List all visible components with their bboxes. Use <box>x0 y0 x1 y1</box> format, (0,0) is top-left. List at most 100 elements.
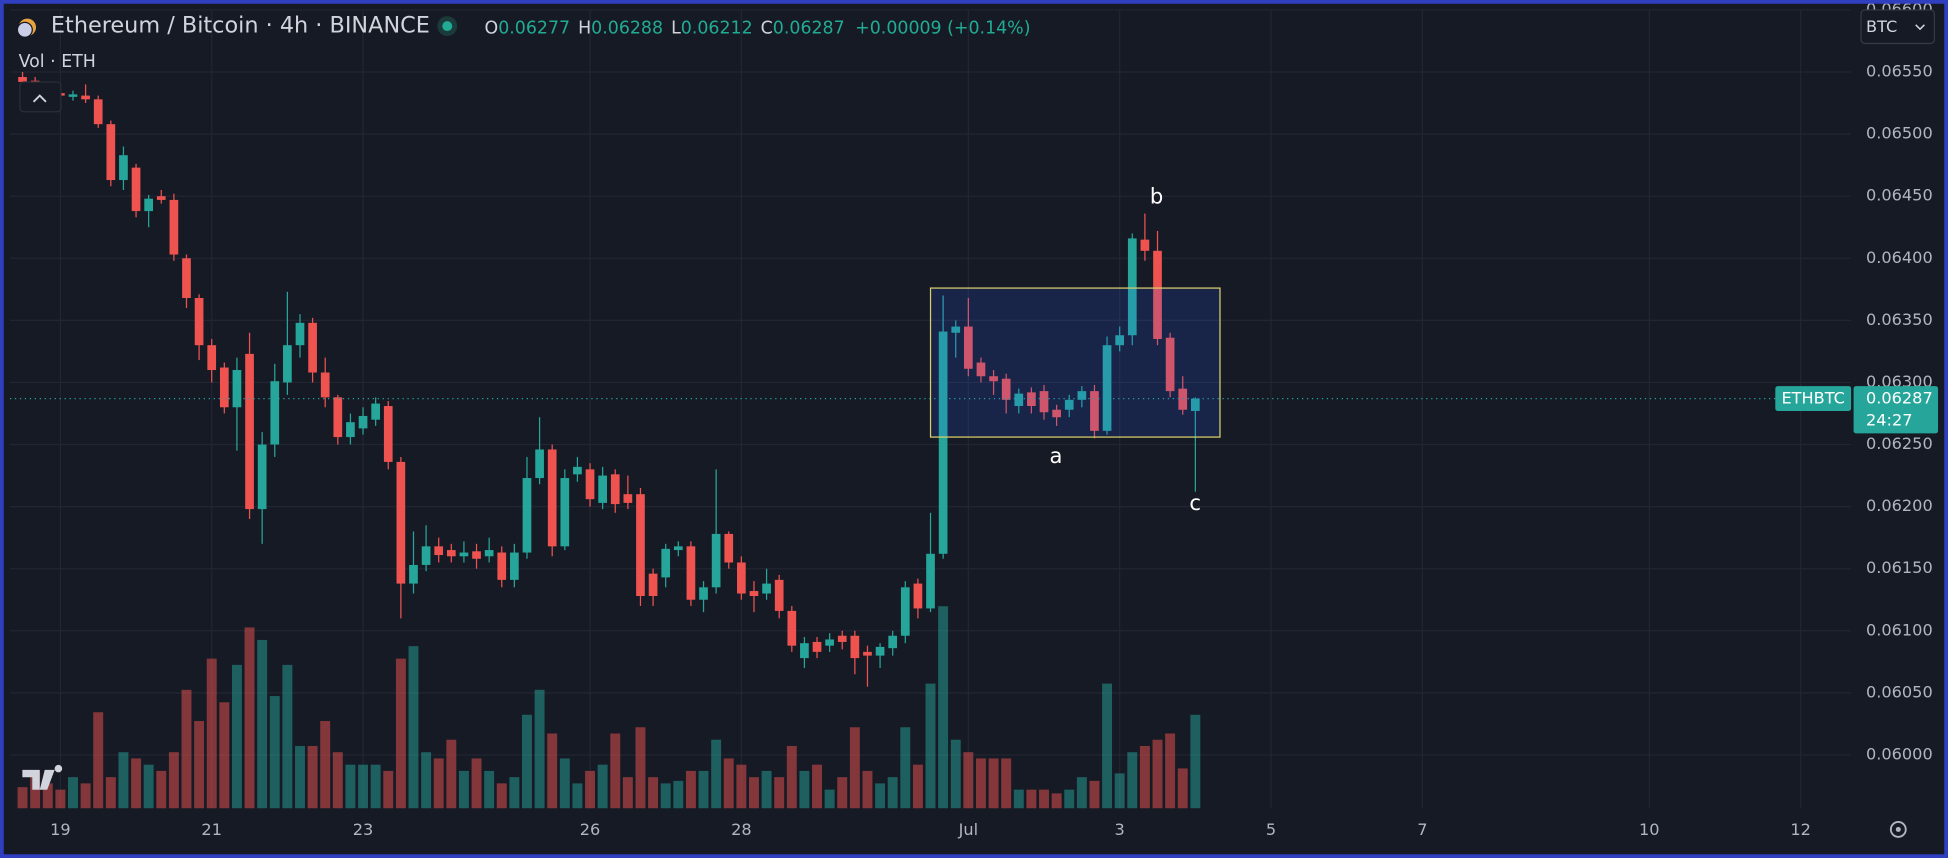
x-tick-label: 7 <box>1417 820 1427 839</box>
volume-bar <box>711 739 722 809</box>
volume-bar <box>824 789 835 809</box>
candle-body <box>800 643 809 659</box>
volume-bar <box>774 777 785 809</box>
x-tick-label: 5 <box>1266 820 1276 839</box>
y-tick-label: 0.06450 <box>1866 186 1933 205</box>
volume-bar <box>736 764 747 809</box>
candle-body <box>1077 391 1087 400</box>
candle-body <box>573 466 582 475</box>
candle-body <box>497 552 507 580</box>
volume-bar <box>1127 752 1138 809</box>
volume-bar <box>269 696 280 809</box>
volume-bar <box>358 764 369 809</box>
volume-bar <box>194 721 205 809</box>
candle-body <box>232 370 242 408</box>
candle-body <box>636 494 645 597</box>
rectangle-drawing[interactable] <box>929 287 1221 438</box>
volume-bar <box>332 752 343 809</box>
volume-bar <box>837 777 848 809</box>
candle-body <box>1165 337 1175 392</box>
y-tick-label: 0.06150 <box>1866 558 1933 577</box>
volume-bar <box>522 714 532 809</box>
x-tick-label: 10 <box>1639 820 1660 839</box>
candle-body <box>686 546 696 600</box>
volume-bar <box>156 770 167 809</box>
volume-bar <box>496 783 507 809</box>
volume-bar <box>93 712 104 809</box>
volume-bar <box>471 758 482 809</box>
candle-body <box>964 326 973 369</box>
candle-body <box>81 95 90 100</box>
symbol-title[interactable]: Ethereum / Bitcoin · 4h · BINANCE <box>51 13 430 39</box>
candle-body <box>1064 399 1074 410</box>
candle-body <box>459 552 469 557</box>
grid <box>9 9 1852 809</box>
currency-label: BTC <box>1866 17 1897 36</box>
volume-bar <box>547 733 558 809</box>
candle-body <box>333 397 343 438</box>
volume-bar <box>925 683 936 809</box>
candle-body <box>989 376 998 382</box>
volume-bar <box>534 689 545 809</box>
volume-bar <box>219 702 230 809</box>
x-tick-label: 12 <box>1790 820 1811 839</box>
candle-body <box>1102 345 1112 431</box>
volume-bar <box>383 770 394 809</box>
volume-bar <box>622 777 633 809</box>
volume-bar <box>206 658 217 809</box>
currency-dropdown[interactable] <box>1860 9 1935 45</box>
volume-bar <box>295 745 305 809</box>
volume-bar <box>1177 768 1188 809</box>
volume-bar <box>1152 739 1163 809</box>
x-tick-label: 21 <box>201 820 222 839</box>
x-tick-label: 3 <box>1115 820 1125 839</box>
volume-bar <box>748 777 759 809</box>
candle-body <box>1014 393 1024 407</box>
volume-bar <box>509 777 520 809</box>
candle-body <box>93 99 103 125</box>
ohlc-letter: L <box>671 19 681 39</box>
candle-body <box>585 469 595 500</box>
candle-body <box>68 94 78 97</box>
candle-body <box>623 494 633 503</box>
volume-bar <box>168 752 179 809</box>
candle-body <box>673 546 683 551</box>
y-tick-label: 0.06000 <box>1866 744 1933 763</box>
candle-body <box>169 199 179 255</box>
candle-body <box>951 326 961 333</box>
y-tick-label: 0.06200 <box>1866 496 1933 515</box>
candle-body <box>913 583 923 609</box>
y-tick-label: 0.06400 <box>1866 248 1933 267</box>
volume-bar <box>849 727 860 809</box>
volume-bar <box>446 739 457 809</box>
candle-body <box>144 198 154 212</box>
candle-body <box>1190 398 1200 411</box>
candle-body <box>396 461 406 584</box>
volume-bar <box>421 752 432 809</box>
volume-bar <box>723 758 734 809</box>
candle-body <box>900 587 910 636</box>
x-tick-label: Jul <box>958 820 978 839</box>
volume-bar <box>988 758 999 809</box>
volume-bar <box>42 783 53 809</box>
candle-body <box>1153 250 1162 339</box>
candle-body <box>926 553 935 609</box>
volume-bar <box>105 777 116 809</box>
candle-body <box>320 372 330 398</box>
volume-bar <box>912 764 923 809</box>
candle-body <box>711 533 721 588</box>
tradingview-logo[interactable] <box>22 764 63 790</box>
candle-body <box>434 546 444 556</box>
volume-bar <box>610 733 621 809</box>
candle-layer <box>9 72 1852 687</box>
volume-bar <box>307 745 318 809</box>
volume-bar <box>597 764 608 809</box>
candle-body <box>875 646 885 656</box>
volume-bar <box>812 764 822 809</box>
candle-body <box>1115 335 1125 346</box>
settings-icon[interactable] <box>1889 821 1907 838</box>
candle-body <box>888 635 898 649</box>
volume-bar <box>395 658 406 809</box>
volume-bar <box>938 606 949 809</box>
annotation: c <box>1189 490 1201 515</box>
